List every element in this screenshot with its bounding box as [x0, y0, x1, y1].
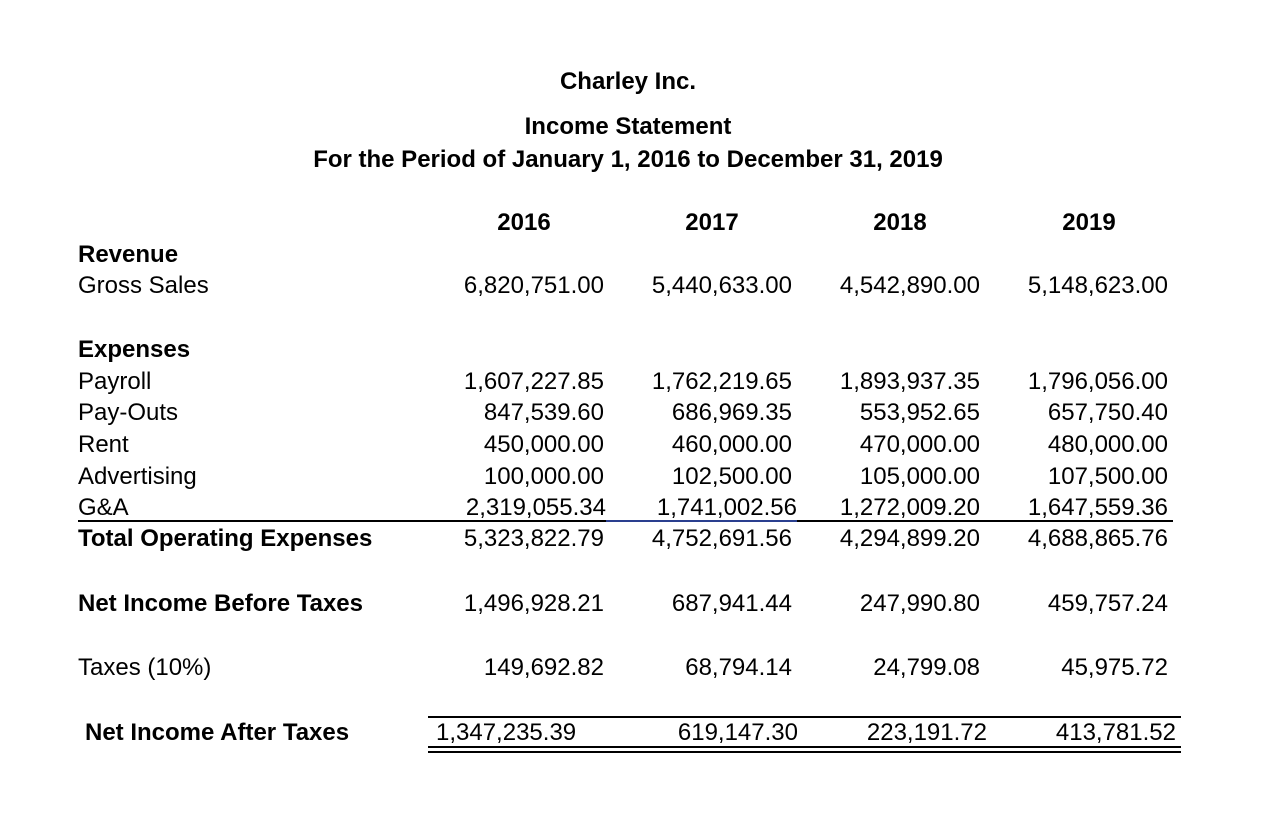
year-header-2016: 2016: [497, 209, 551, 236]
pay-outs-label: Pay-Outs: [78, 399, 179, 426]
gross-sales-2017: 5,440,633.00: [651, 272, 792, 299]
pay-outs-2019: 657,750.40: [1047, 399, 1168, 426]
g-and-a-2019: 1,647,559.36: [1027, 494, 1168, 521]
year-header-2019: 2019: [1062, 209, 1116, 236]
rent-2016: 450,000.00: [483, 431, 604, 458]
advertising-label: Advertising: [78, 463, 197, 490]
gross-sales-2016: 6,820,751.00: [463, 272, 604, 299]
year-header-2018: 2018: [873, 209, 927, 236]
total-expenses-2018: 4,294,899.20: [839, 525, 980, 552]
payroll-2016: 1,607,227.85: [463, 368, 604, 395]
net-after-taxes-2016: 1,347,235.39: [436, 719, 577, 746]
taxes-label: Taxes (10%): [78, 654, 212, 681]
total-rule-left: [78, 520, 606, 522]
taxes-2016: 149,692.82: [483, 654, 604, 681]
net-after-top-rule: [428, 716, 1181, 718]
statement-title: Income Statement: [524, 113, 732, 140]
company-name: Charley Inc.: [559, 68, 697, 95]
taxes-2017: 68,794.14: [685, 654, 792, 681]
rent-2018: 470,000.00: [859, 431, 980, 458]
g-and-a-2018: 1,272,009.20: [839, 494, 980, 521]
net-before-taxes-2018: 247,990.80: [859, 590, 980, 617]
pay-outs-2017: 686,969.35: [671, 399, 792, 426]
net-after-double-rule-2: [428, 751, 1181, 753]
net-after-taxes-2017: 619,147.30: [677, 719, 798, 746]
net-after-taxes-2019: 413,781.52: [1055, 719, 1176, 746]
total-expenses-2017: 4,752,691.56: [651, 525, 792, 552]
total-expenses-2019: 4,688,865.76: [1027, 525, 1168, 552]
g-and-a-label: G&A: [78, 494, 129, 521]
taxes-2019: 45,975.72: [1061, 654, 1168, 681]
net-after-taxes-2018: 223,191.72: [866, 719, 987, 746]
advertising-2018: 105,000.00: [859, 463, 980, 490]
total-expenses-2016: 5,323,822.79: [463, 525, 604, 552]
payroll-2018: 1,893,937.35: [839, 368, 980, 395]
advertising-2016: 100,000.00: [483, 463, 604, 490]
total-rule-middle: [606, 520, 797, 522]
g-and-a-2016: 2,319,055.34: [465, 494, 606, 521]
net-after-taxes-label: Net Income After Taxes: [85, 719, 350, 746]
total-rule-right: [797, 520, 1173, 522]
taxes-2018: 24,799.08: [873, 654, 980, 681]
expenses-heading: Expenses: [78, 336, 191, 363]
total-expenses-label: Total Operating Expenses: [78, 525, 373, 552]
rent-2017: 460,000.00: [671, 431, 792, 458]
gross-sales-2018: 4,542,890.00: [839, 272, 980, 299]
gross-sales-2019: 5,148,623.00: [1027, 272, 1168, 299]
payroll-2017: 1,762,219.65: [651, 368, 792, 395]
pay-outs-2018: 553,952.65: [859, 399, 980, 426]
payroll-2019: 1,796,056.00: [1027, 368, 1168, 395]
g-and-a-2017: 1,741,002.56: [656, 494, 797, 521]
net-before-taxes-2019: 459,757.24: [1047, 590, 1168, 617]
gross-sales-label: Gross Sales: [78, 272, 209, 299]
payroll-label: Payroll: [78, 368, 152, 395]
net-before-taxes-2016: 1,496,928.21: [463, 590, 604, 617]
net-before-taxes-label: Net Income Before Taxes: [78, 590, 363, 617]
advertising-2019: 107,500.00: [1047, 463, 1168, 490]
rent-label: Rent: [78, 431, 129, 458]
net-after-double-rule-1: [428, 746, 1181, 748]
year-header-2017: 2017: [685, 209, 739, 236]
revenue-heading: Revenue: [78, 241, 179, 268]
advertising-2017: 102,500.00: [671, 463, 792, 490]
pay-outs-2016: 847,539.60: [483, 399, 604, 426]
net-before-taxes-2017: 687,941.44: [671, 590, 792, 617]
statement-period: For the Period of January 1, 2016 to Dec…: [313, 146, 943, 173]
rent-2019: 480,000.00: [1047, 431, 1168, 458]
